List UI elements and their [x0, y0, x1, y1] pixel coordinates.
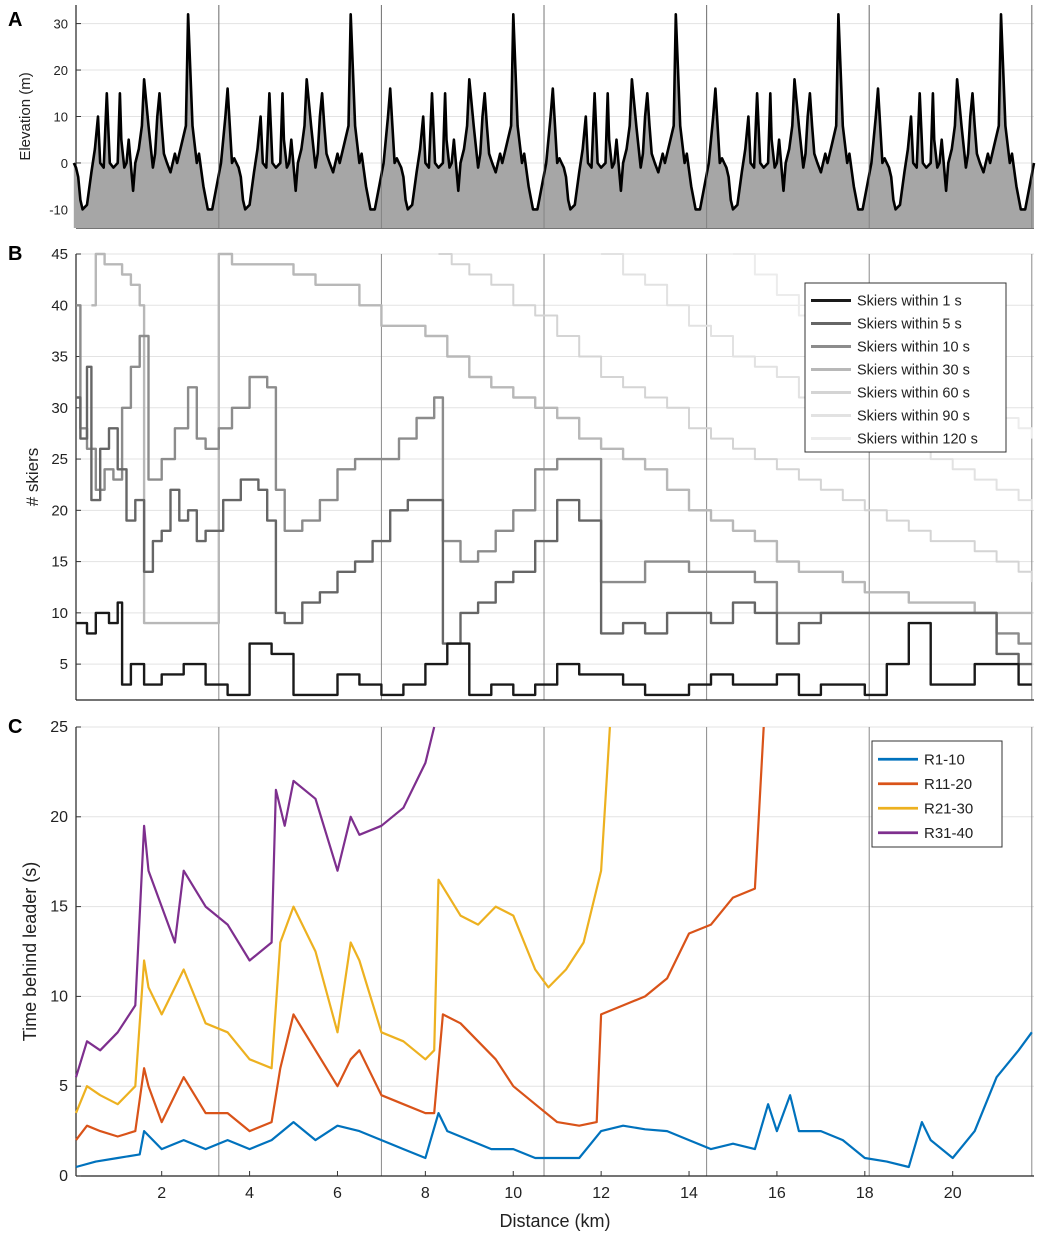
y-tick-label: 30: [54, 17, 68, 32]
x-tick-label: 20: [944, 1185, 962, 1202]
series-line-r11-20: [75, 726, 765, 1141]
y-tick-label: 30: [51, 400, 68, 417]
elevation-panel: A -10 0 10 20 30 Elevation (m): [8, 5, 1036, 229]
x-tick-label: 8: [421, 1185, 430, 1202]
x-tick-label: 6: [333, 1185, 342, 1202]
skiers-legend: Skiers within 1 s Skiers within 5 s Skiers…: [804, 282, 1007, 453]
y-tick-label: 25: [51, 451, 68, 468]
y-tick-label: 35: [51, 349, 68, 366]
series-line-r21-30: [74, 726, 611, 1114]
distance-x-axis-label: Distance (km): [499, 1211, 610, 1231]
y-tick-label: 20: [50, 809, 68, 826]
series-line-skiers-within-30-s: [91, 252, 1032, 625]
panel-label-a: A: [8, 9, 22, 31]
x-tick-label: 2: [157, 1185, 166, 1202]
legend-label: R11-20: [924, 776, 972, 793]
y-tick-label: 40: [51, 297, 68, 314]
x-tick-label: 16: [768, 1185, 786, 1202]
y-tick-label: 25: [50, 719, 68, 736]
skiers-y-ticks: 5 10 15 20 25 30 35 40 45: [51, 246, 81, 673]
legend-label: R21-30: [924, 800, 973, 817]
x-tick-label: 4: [245, 1185, 254, 1202]
series-line-skiers-within-5-s: [76, 365, 1032, 666]
y-tick-label: 5: [59, 1078, 68, 1095]
elevation-y-axis-label: Elevation (m): [17, 72, 34, 160]
legend-label: Skiers within 10 s: [857, 340, 970, 356]
panel-label-c: C: [8, 716, 22, 738]
y-tick-label: 10: [51, 605, 68, 622]
series-line-r1-10: [75, 1031, 1033, 1169]
y-tick-label: 0: [59, 1168, 68, 1185]
x-tick-label: 18: [856, 1185, 874, 1202]
y-tick-label: 15: [50, 899, 68, 916]
legend-label: Skiers within 120 s: [857, 432, 978, 448]
skiers-y-axis-label: # skiers: [23, 448, 42, 507]
time-behind-series: [74, 726, 1033, 1169]
legend-label: Skiers within 30 s: [857, 363, 970, 379]
y-tick-label: 5: [60, 656, 68, 673]
legend-label: Skiers within 60 s: [857, 386, 970, 402]
legend-label: Skiers within 1 s: [857, 294, 962, 310]
legend-box: [804, 282, 1007, 453]
time-behind-legend: R1-10 R11-20 R21-30 R31-40: [871, 740, 1003, 848]
time-behind-y-axis-label: Time behind leader (s): [20, 862, 40, 1041]
skiers-panel: B 5 10 15 20 25 30 35 40 45 # skiers Skiers with…: [8, 243, 1034, 701]
x-tick-label: 12: [592, 1185, 610, 1202]
y-tick-label: -10: [49, 202, 68, 217]
y-tick-label: 10: [54, 110, 68, 125]
elevation-y-ticks: -10 0 10 20 30: [49, 17, 81, 217]
panel-label-b: B: [8, 243, 22, 265]
legend-label: Skiers within 5 s: [857, 317, 962, 333]
series-line-skiers-within-60-s: [438, 253, 1033, 583]
distance-x-ticks: 2 4 6 8 10 12 14 16 18 20: [157, 1171, 962, 1202]
series-line-skiers-within-1-s: [76, 601, 1032, 697]
y-tick-label: 0: [61, 156, 68, 171]
x-tick-label: 10: [504, 1185, 522, 1202]
y-tick-label: 45: [51, 246, 68, 263]
time-behind-y-ticks: 0 5 10 15 20 25: [50, 719, 81, 1185]
y-tick-label: 20: [51, 502, 68, 519]
legend-label: Skiers within 90 s: [857, 409, 970, 425]
legend-label: R31-40: [924, 825, 973, 842]
elevation-line: [72, 13, 1036, 211]
y-tick-label: 15: [51, 554, 68, 571]
y-tick-label: 10: [50, 988, 68, 1005]
series-line-r31-40: [74, 726, 436, 1078]
series-line-skiers-within-10-s: [76, 304, 1032, 645]
time-behind-grid: [75, 726, 1034, 1177]
x-tick-label: 14: [680, 1185, 698, 1202]
legend-label: R1-10: [924, 751, 965, 768]
y-tick-label: 20: [54, 63, 68, 78]
skiers-series: [76, 252, 1033, 697]
time-behind-panel: C 0 5 10 15 20 25 2 4 6 8 10 12 14 16 18 20 Time behin…: [8, 716, 1034, 1231]
elevation-series: [72, 5, 1036, 228]
